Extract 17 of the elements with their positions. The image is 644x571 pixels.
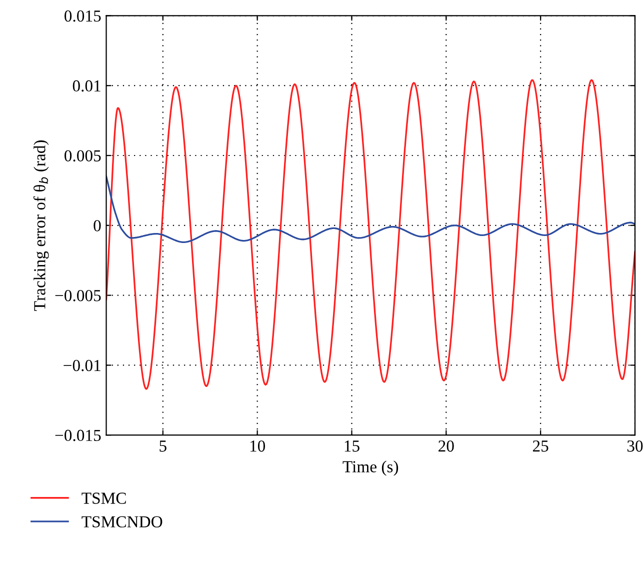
- y-tick-label: −0.01: [64, 360, 100, 372]
- y-tick-label: 0: [94, 220, 101, 232]
- y-tick-label: 0.01: [72, 80, 100, 92]
- y-axis-title: Tracking error of θ$_{b}$ (rad): [33, 140, 49, 311]
- y-tick-label: 0.005: [64, 150, 101, 162]
- x-tick-label: 25: [532, 440, 548, 452]
- y-tick-label: −0.015: [55, 430, 101, 442]
- x-tick-label: 15: [344, 440, 360, 452]
- x-tick-label: 5: [160, 440, 166, 452]
- y-tick-label: 0.015: [64, 10, 101, 22]
- x-tick-label: 20: [438, 440, 454, 452]
- y-tick-label: −0.005: [55, 290, 101, 302]
- legend-label: TSMCNDO: [82, 516, 162, 528]
- x-tick-label: 10: [250, 440, 266, 452]
- x-tick-label: 30: [627, 440, 643, 452]
- x-axis-title: Time (s): [342, 460, 398, 476]
- legend-label: TSMC: [82, 492, 126, 504]
